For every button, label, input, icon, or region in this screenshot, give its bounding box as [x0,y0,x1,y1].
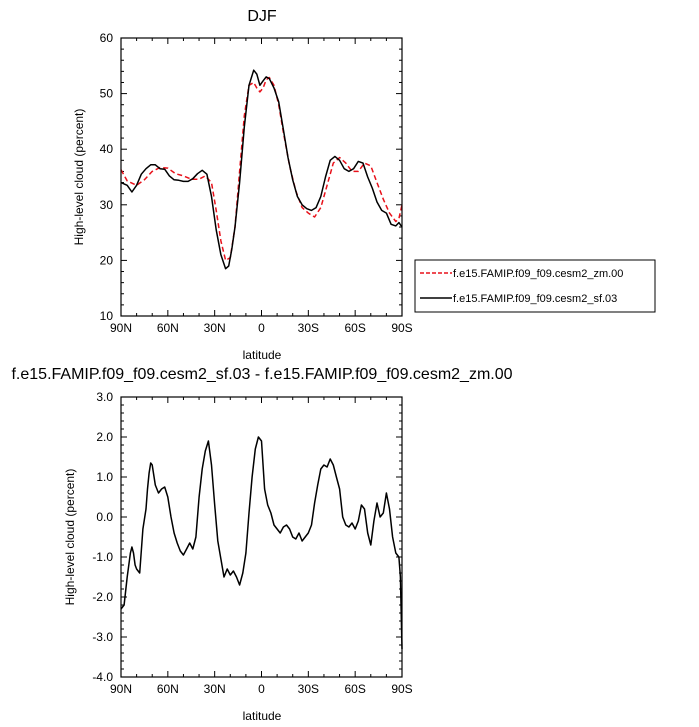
x-tick-label: 0 [258,682,265,696]
y-tick-label: 3.0 [96,390,113,404]
y-tick-label: -2.0 [92,590,113,604]
x-axis-label: latitude [243,709,282,723]
x-tick-label: 0 [258,321,265,335]
y-tick-label: 2.0 [96,430,113,444]
x-tick-label: 30S [298,682,319,696]
x-tick-label: 90S [391,321,412,335]
y-tick-label: -3.0 [92,630,113,644]
y-tick-label: 60 [100,31,114,45]
chart-title: f.e15.FAMIP.f09_f09.cesm2_sf.03 - f.e15.… [11,366,512,383]
y-tick-label: 50 [100,87,114,101]
legend: f.e15.FAMIP.f09_f09.cesm2_zm.00 f.e15.FA… [414,259,656,313]
chart-djf-high-cloud: DJF 90N 60N 30N 0 30S 60S 90S 10 20 30 40 50 60 lati… [72,8,656,362]
x-tick-label: 60N [157,321,179,335]
y-tick-label: 10 [100,309,114,323]
y-tick-label: 30 [100,198,114,212]
legend-label-zm: f.e15.FAMIP.f09_f09.cesm2_zm.00 [453,268,623,280]
y-tick-label: -4.0 [92,670,113,684]
x-tick-label: 60S [344,682,365,696]
y-tick-label: 20 [100,253,114,267]
y-axis-label: High-level cloud (percent) [63,469,77,606]
y-axis-label: High-level cloud (percent) [72,109,86,246]
y-tick-label: 40 [100,142,114,156]
x-tick-label: 90N [110,321,132,335]
x-tick-label: 30N [204,682,226,696]
series-line-0 [120,436,403,650]
plot-frame [120,37,403,317]
series-line-1 [120,69,403,270]
x-axis-label: latitude [243,348,282,362]
chart-difference-high-cloud: f.e15.FAMIP.f09_f09.cesm2_sf.03 - f.e15.… [11,366,512,723]
legend-box [414,259,656,313]
x-tick-label: 60S [344,321,365,335]
x-tick-label: 30S [298,321,319,335]
plot-frame [120,396,403,678]
y-tick-label: 0.0 [96,510,113,524]
x-tick-label: 60N [157,682,179,696]
x-tick-label: 90S [391,682,412,696]
x-tick-label: 30N [204,321,226,335]
y-tick-label: -1.0 [92,550,113,564]
y-tick-label: 1.0 [96,470,113,484]
chart-title: DJF [247,8,277,25]
legend-label-sf: f.e15.FAMIP.f09_f09.cesm2_sf.03 [453,293,617,305]
series-line-0 [120,76,403,262]
x-tick-label: 90N [110,682,132,696]
